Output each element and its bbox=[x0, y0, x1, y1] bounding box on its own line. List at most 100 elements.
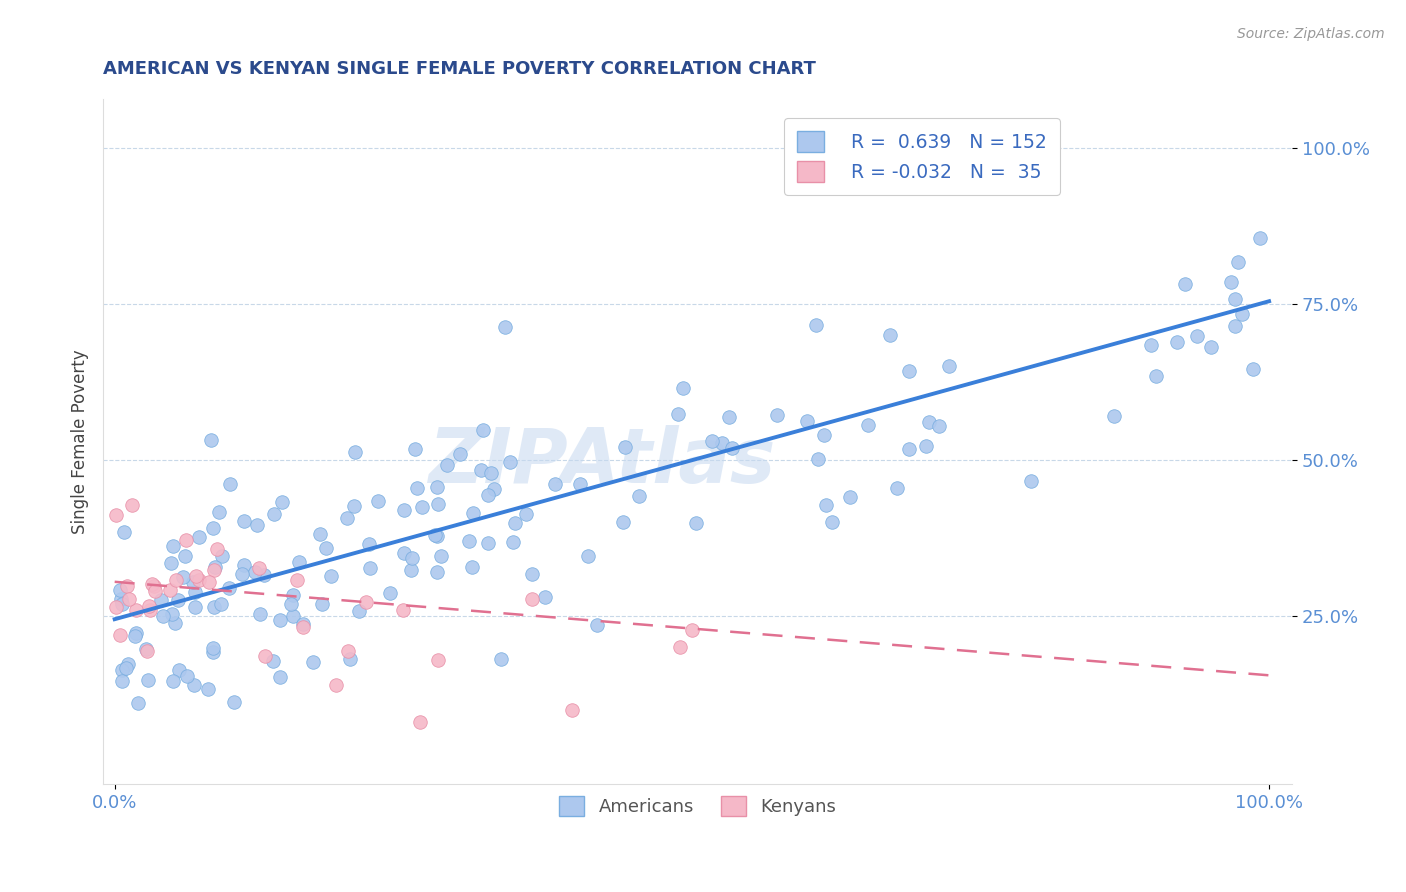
Point bbox=[928, 419, 950, 434]
Point bbox=[796, 414, 818, 428]
Point bbox=[411, 500, 433, 514]
Point bbox=[569, 477, 592, 491]
Point bbox=[138, 599, 160, 613]
Point bbox=[838, 491, 860, 505]
Point bbox=[477, 488, 499, 502]
Point bbox=[544, 476, 567, 491]
Point bbox=[380, 585, 402, 599]
Point bbox=[522, 592, 544, 607]
Point bbox=[160, 557, 183, 571]
Point bbox=[1249, 231, 1271, 245]
Point bbox=[426, 497, 449, 511]
Point bbox=[127, 697, 149, 711]
Point bbox=[426, 653, 449, 667]
Point bbox=[198, 574, 221, 589]
Point bbox=[247, 561, 270, 575]
Point bbox=[167, 663, 190, 677]
Point bbox=[426, 566, 449, 580]
Point bbox=[1220, 275, 1243, 289]
Point bbox=[104, 508, 127, 522]
Point bbox=[143, 579, 166, 593]
Point bbox=[1102, 409, 1125, 423]
Point bbox=[804, 318, 827, 332]
Point bbox=[494, 320, 516, 334]
Point bbox=[807, 452, 830, 467]
Point bbox=[202, 600, 225, 615]
Point bbox=[174, 533, 197, 548]
Point bbox=[856, 417, 879, 432]
Point bbox=[458, 533, 481, 548]
Point bbox=[404, 442, 426, 457]
Point bbox=[503, 516, 526, 531]
Point bbox=[280, 597, 302, 611]
Point bbox=[491, 652, 513, 666]
Point bbox=[392, 603, 415, 617]
Point bbox=[152, 608, 174, 623]
Point bbox=[165, 574, 187, 588]
Point bbox=[685, 516, 707, 530]
Point bbox=[125, 603, 148, 617]
Point bbox=[367, 494, 389, 508]
Point bbox=[159, 583, 181, 598]
Point bbox=[409, 715, 432, 730]
Point bbox=[886, 481, 908, 495]
Point bbox=[426, 480, 449, 494]
Point bbox=[399, 563, 422, 577]
Point bbox=[139, 603, 162, 617]
Point bbox=[111, 598, 134, 612]
Point bbox=[271, 495, 294, 509]
Point bbox=[502, 535, 524, 549]
Point bbox=[269, 670, 291, 684]
Point bbox=[482, 482, 505, 496]
Point bbox=[145, 584, 167, 599]
Point bbox=[205, 542, 228, 557]
Point bbox=[479, 467, 502, 481]
Point bbox=[436, 458, 458, 472]
Point bbox=[897, 442, 920, 456]
Point bbox=[222, 695, 245, 709]
Point bbox=[319, 569, 342, 583]
Point bbox=[124, 629, 146, 643]
Point bbox=[108, 583, 131, 598]
Point bbox=[357, 537, 380, 551]
Point bbox=[232, 514, 254, 528]
Point bbox=[202, 645, 225, 659]
Point bbox=[187, 530, 209, 544]
Point bbox=[200, 433, 222, 447]
Point bbox=[1019, 474, 1042, 488]
Point bbox=[174, 549, 197, 563]
Point bbox=[262, 654, 284, 668]
Point bbox=[461, 560, 484, 574]
Point bbox=[309, 526, 332, 541]
Point bbox=[110, 628, 132, 642]
Point bbox=[1144, 369, 1167, 384]
Point bbox=[204, 560, 226, 574]
Point bbox=[392, 545, 415, 559]
Point bbox=[879, 328, 901, 343]
Point bbox=[339, 652, 361, 666]
Point bbox=[163, 616, 186, 631]
Point bbox=[302, 655, 325, 669]
Point bbox=[252, 567, 274, 582]
Point bbox=[681, 624, 703, 638]
Point bbox=[666, 407, 689, 421]
Point bbox=[336, 511, 359, 525]
Point bbox=[176, 669, 198, 683]
Point bbox=[263, 508, 285, 522]
Point bbox=[576, 549, 599, 563]
Point bbox=[209, 597, 232, 611]
Point bbox=[292, 620, 315, 634]
Text: ZIPAtlas: ZIPAtlas bbox=[429, 425, 776, 500]
Point bbox=[672, 381, 695, 395]
Point bbox=[470, 463, 492, 477]
Point bbox=[821, 515, 844, 529]
Point bbox=[167, 593, 190, 607]
Point bbox=[765, 408, 787, 422]
Point bbox=[325, 678, 347, 692]
Point bbox=[347, 604, 370, 618]
Point bbox=[1201, 340, 1223, 354]
Point bbox=[136, 643, 159, 657]
Point bbox=[115, 579, 138, 593]
Point bbox=[183, 677, 205, 691]
Point bbox=[104, 600, 127, 615]
